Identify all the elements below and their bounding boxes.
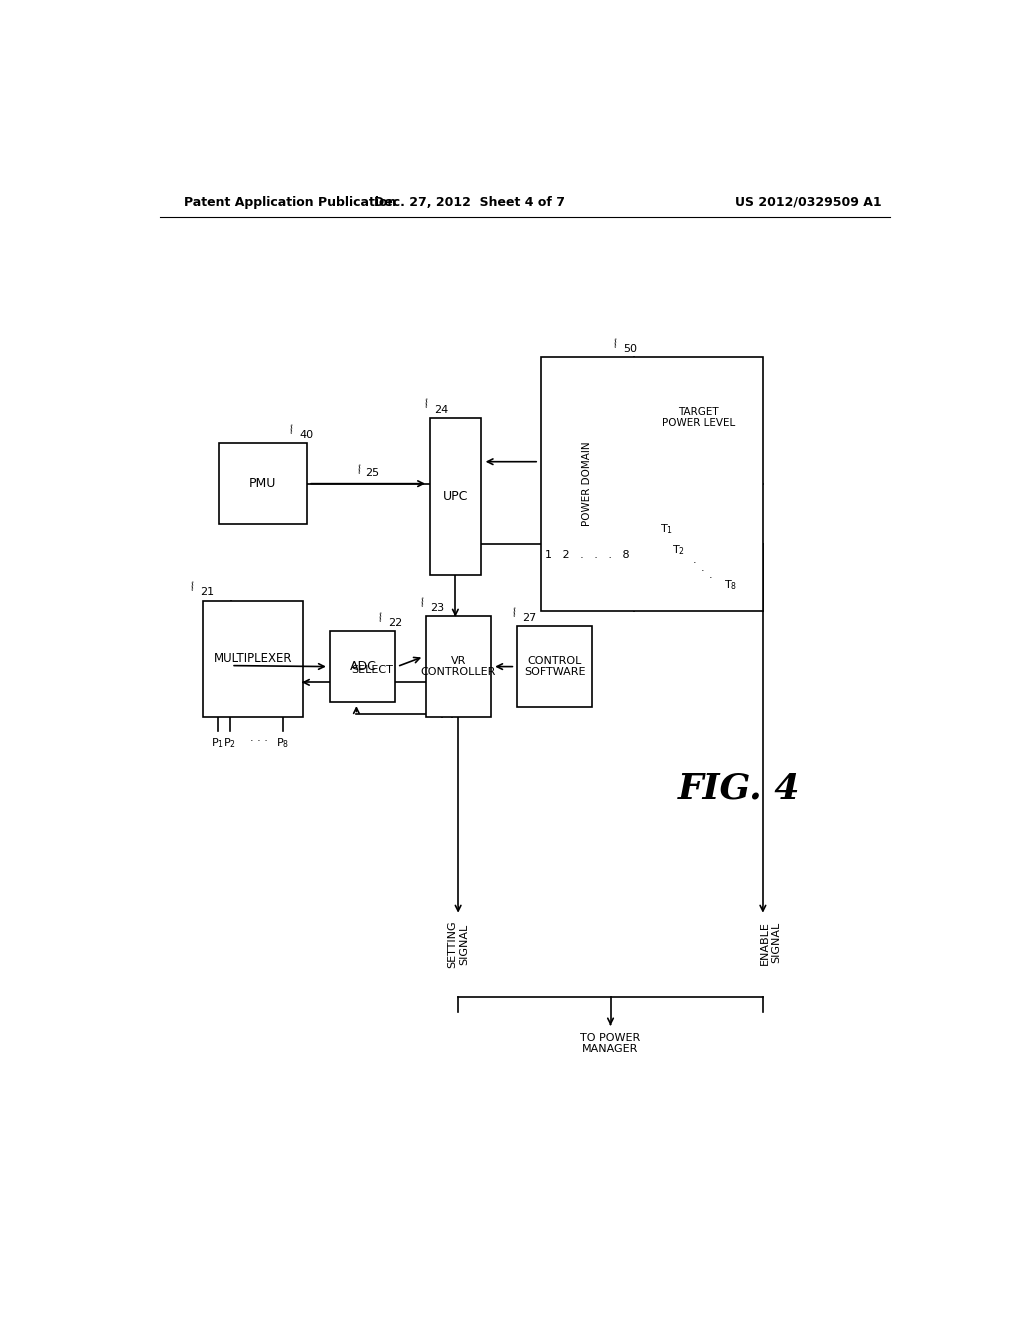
Text: FIG. 4: FIG. 4	[678, 772, 801, 805]
Text: P$_2$: P$_2$	[223, 735, 237, 750]
Text: UPC: UPC	[442, 490, 468, 503]
Text: /: /	[289, 424, 295, 434]
Text: /: /	[424, 399, 430, 409]
Bar	[219, 444, 306, 524]
Text: · · ·: · · ·	[250, 735, 268, 746]
Bar	[517, 626, 592, 708]
Bar	[430, 417, 481, 576]
Text: /: /	[189, 582, 197, 593]
Text: 22: 22	[388, 618, 402, 628]
Text: Patent Application Publication: Patent Application Publication	[183, 195, 396, 209]
Text: 24: 24	[434, 404, 449, 414]
Text: /: /	[420, 597, 426, 607]
Text: 21: 21	[201, 587, 214, 598]
Text: 1   2   .   .   .   8: 1 2 . . . 8	[545, 550, 630, 560]
Text: 27: 27	[521, 612, 536, 623]
Text: Dec. 27, 2012  Sheet 4 of 7: Dec. 27, 2012 Sheet 4 of 7	[374, 195, 565, 209]
Text: TARGET
POWER LEVEL: TARGET POWER LEVEL	[662, 407, 735, 429]
Text: /: /	[511, 607, 517, 618]
Text: .: .	[692, 554, 696, 565]
Bar	[204, 601, 303, 718]
Text: /: /	[357, 463, 364, 474]
Text: CONTROL
SOFTWARE: CONTROL SOFTWARE	[524, 656, 586, 677]
Text: ADC: ADC	[349, 660, 377, 673]
Text: SELECT: SELECT	[351, 665, 393, 676]
Text: T$_1$: T$_1$	[660, 523, 673, 536]
Text: US 2012/0329509 A1: US 2012/0329509 A1	[735, 195, 882, 209]
Text: VR
CONTROLLER: VR CONTROLLER	[421, 656, 496, 677]
Text: 50: 50	[623, 343, 637, 354]
Text: ENABLE
SIGNAL: ENABLE SIGNAL	[760, 921, 781, 965]
Bar	[426, 615, 490, 718]
Text: MULTIPLEXER: MULTIPLEXER	[214, 652, 292, 665]
Text: 25: 25	[365, 467, 379, 478]
Text: .: .	[700, 562, 705, 573]
Bar	[331, 631, 395, 702]
Text: 40: 40	[299, 430, 313, 440]
Bar	[541, 356, 763, 611]
Text: PMU: PMU	[249, 477, 276, 490]
Text: SETTING
SIGNAL: SETTING SIGNAL	[447, 921, 469, 969]
Text: T$_2$: T$_2$	[672, 543, 685, 557]
Text: /: /	[378, 612, 384, 623]
Text: P$_1$: P$_1$	[211, 735, 224, 750]
Text: T$_8$: T$_8$	[724, 578, 737, 593]
Text: /: /	[612, 338, 618, 348]
Text: .: .	[709, 570, 712, 579]
Text: P$_8$: P$_8$	[276, 735, 290, 750]
Text: POWER DOMAIN: POWER DOMAIN	[583, 441, 592, 525]
Text: 23: 23	[430, 603, 444, 612]
Text: TO POWER
MANAGER: TO POWER MANAGER	[581, 1032, 641, 1055]
